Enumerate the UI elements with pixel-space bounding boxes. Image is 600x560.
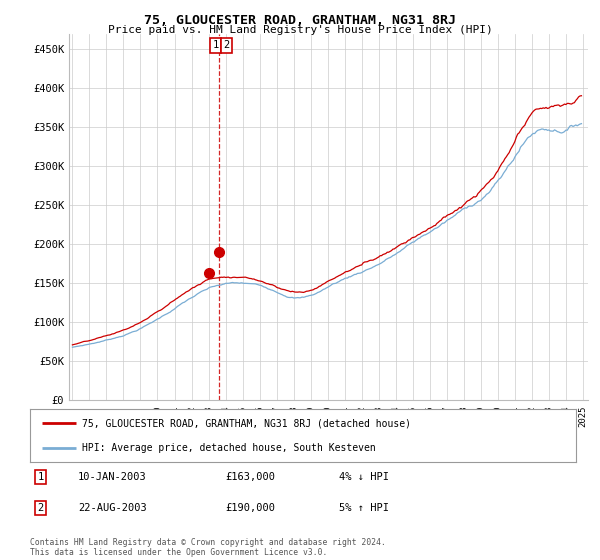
Text: Price paid vs. HM Land Registry's House Price Index (HPI): Price paid vs. HM Land Registry's House … [107,25,493,35]
Text: 2: 2 [223,40,230,50]
Text: 10-JAN-2003: 10-JAN-2003 [78,472,147,482]
Text: £163,000: £163,000 [225,472,275,482]
Text: £190,000: £190,000 [225,503,275,513]
Text: 4% ↓ HPI: 4% ↓ HPI [339,472,389,482]
Text: 1: 1 [212,40,219,50]
Text: 75, GLOUCESTER ROAD, GRANTHAM, NG31 8RJ: 75, GLOUCESTER ROAD, GRANTHAM, NG31 8RJ [144,14,456,27]
Text: HPI: Average price, detached house, South Kesteven: HPI: Average price, detached house, Sout… [82,442,376,452]
Text: 5% ↑ HPI: 5% ↑ HPI [339,503,389,513]
Text: 1: 1 [38,472,44,482]
Text: 75, GLOUCESTER ROAD, GRANTHAM, NG31 8RJ (detached house): 75, GLOUCESTER ROAD, GRANTHAM, NG31 8RJ … [82,418,411,428]
Text: 2: 2 [38,503,44,513]
Text: Contains HM Land Registry data © Crown copyright and database right 2024.
This d: Contains HM Land Registry data © Crown c… [30,538,386,557]
Text: 22-AUG-2003: 22-AUG-2003 [78,503,147,513]
